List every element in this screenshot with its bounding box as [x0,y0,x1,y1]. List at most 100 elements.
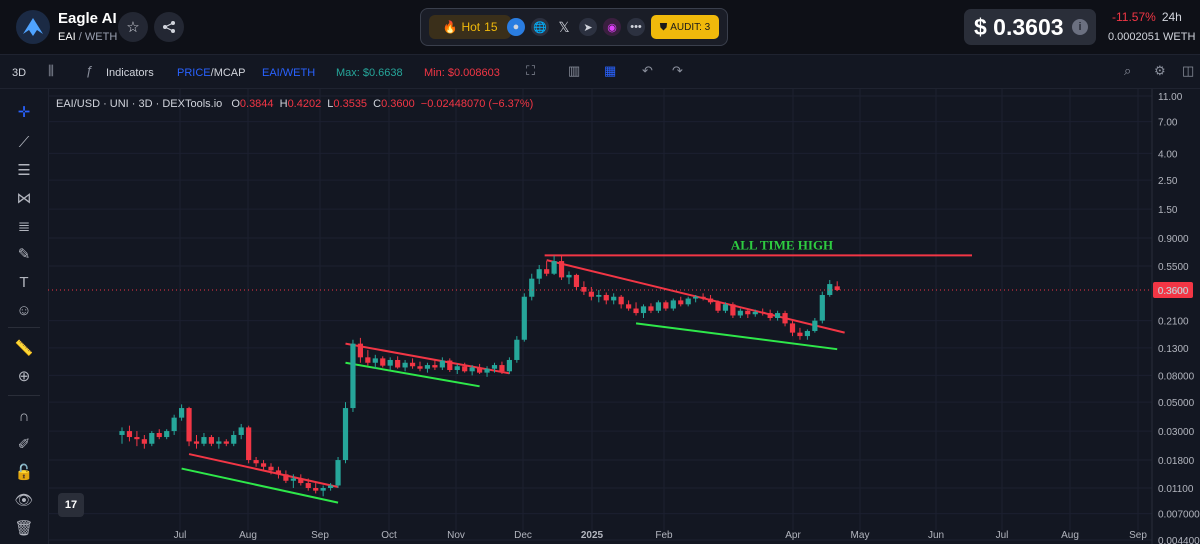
last-price-tag [1153,282,1193,299]
top-bar: Eagle AI EAI / WETH ☆ 🔥 Hot 15 ● 🌐 𝕏 ➤ ◉… [0,0,1200,55]
bar-chart-icon[interactable]: ▥ [568,63,581,78]
candle-body [305,483,311,489]
candle-body [477,367,483,373]
brush-icon[interactable]: ✎ [17,246,31,263]
price-in-weth: 0.0002051 WETH [1108,31,1196,43]
zoom-in-icon[interactable]: ⊕ [17,368,31,385]
price-mcap-toggle[interactable]: PRICE/MCAP [177,67,246,79]
candle-body [424,365,431,369]
candle-body [633,308,639,314]
legend-open: 0.3844 [239,98,274,110]
line-chart-icon[interactable]: ▦ [604,63,617,78]
chart-toolbar: 3D ⫼ ƒ Indicators PRICE/MCAP EAI/WETH Ma… [0,58,1200,89]
crosshair-icon[interactable]: ✛ [17,104,31,121]
price-tick-label: 0.1300 [1158,344,1189,355]
timeframe-button[interactable]: 3D [12,67,27,79]
price-tick-label: 0.007000 [1158,510,1200,521]
current-price: $ 0.3603 [974,13,1064,40]
candle-body [581,286,587,292]
favorite-button[interactable]: ☆ [118,12,148,42]
ruler-icon[interactable]: 📏 [14,340,34,357]
fib-icon[interactable]: ≣ [17,218,31,235]
candle-body [342,408,349,461]
candle-body [201,437,207,444]
price-tick-label: 0.004400 [1158,536,1200,544]
time-tick-label: Jul [174,530,187,541]
candle-body [260,463,267,467]
legend-close: 0.3600 [381,98,415,110]
time-tick-label: Aug [1061,530,1079,541]
fullscreen-icon[interactable]: ⛶ [526,63,536,78]
emoji-icon[interactable]: ☺ [16,301,32,319]
horizontal-lines-icon[interactable]: ☰ [17,162,31,179]
trash-icon[interactable]: 🗑 [14,520,34,537]
candle-body [834,286,840,291]
tradingview-logo[interactable]: 17 [58,493,84,517]
eye-icon[interactable]: 👁 [14,492,34,509]
candle-body [752,311,758,315]
time-tick-label: May [851,530,870,541]
fx-icon: ƒ [86,63,94,78]
share-button[interactable] [154,12,184,42]
more-icon[interactable]: ••• [627,18,645,36]
candle-body [767,313,773,318]
time-tick-label: Sep [1129,530,1147,541]
camera-icon[interactable]: ◫ [1182,63,1195,78]
mcap-toggle[interactable]: MCAP [213,67,246,79]
audit-badge[interactable]: ⛊ AUDIT: 3 [651,15,719,39]
time-tick-label: Jul [996,530,1009,541]
candle-body [760,311,766,314]
price-toggle[interactable]: PRICE [177,67,211,79]
time-tick-label: Apr [785,530,801,541]
candle-body [484,368,490,373]
legend-symbol: EAI/USD · UNI · 3D · DEXTools.io [56,98,223,110]
chart-overlays: ALL TIME HIGH 0.3600 [48,237,1193,299]
pattern-icon[interactable]: ⋈ [16,190,32,207]
candle-body [253,460,259,464]
price-tick-label: 11.00 [1158,92,1183,103]
text-icon[interactable]: T [19,273,29,291]
candles [119,255,840,497]
hot-badge[interactable]: 🔥 Hot 15 [429,15,511,39]
candle-body [611,296,617,301]
chart-link-icon[interactable]: ◉ [603,18,621,36]
candle-body [179,408,185,418]
candle-body [290,478,296,481]
candle-body [521,296,527,340]
trendline-icon[interactable]: ⟋ [18,133,30,151]
candle-body [730,304,736,316]
candle-body [432,365,438,368]
candle-body [514,339,520,360]
candle-body [797,332,803,337]
undo-icon[interactable]: ↶ [642,63,653,78]
candle-body [350,343,356,409]
candle-body [737,310,743,316]
magnifier-icon[interactable]: ⌕ [1124,63,1132,78]
price-chart[interactable]: ALL TIME HIGH 0.3600 11.00 7.00 4.00 2.50 1.5… [48,89,1200,544]
audit-label: AUDIT: 3 [670,21,711,33]
website-token-icon[interactable]: ● [507,18,525,36]
price-tick-label: 0.05000 [1158,398,1195,409]
candle-body [789,323,796,333]
telegram-icon[interactable]: ➤ [579,18,597,36]
pencil-lock-icon[interactable]: ✐ [17,436,31,453]
info-icon[interactable]: i [1072,19,1088,35]
magnet-icon[interactable]: ∩ [18,407,30,425]
resistance-trendline [188,453,339,488]
legend-high-label: H [279,98,288,110]
lock-icon[interactable]: 🔓 [14,464,34,481]
candle-body [402,362,408,368]
pair-toggle[interactable]: EAI/WETH [262,67,316,79]
max-price: Max: $0.6638 [336,67,403,79]
redo-icon[interactable]: ↷ [672,63,683,78]
gear-icon[interactable]: ⚙ [1154,63,1166,78]
x-twitter-icon[interactable]: 𝕏 [558,18,570,35]
globe-icon[interactable]: 🌐 [531,18,549,36]
share-icon [163,21,175,33]
candle-body [126,431,133,438]
candle-body [715,302,721,311]
indicators-button[interactable]: Indicators [106,67,154,79]
candles-icon[interactable]: ⫼ [48,63,54,78]
candle-body [231,434,237,444]
legend-high: 0.4202 [287,98,322,110]
